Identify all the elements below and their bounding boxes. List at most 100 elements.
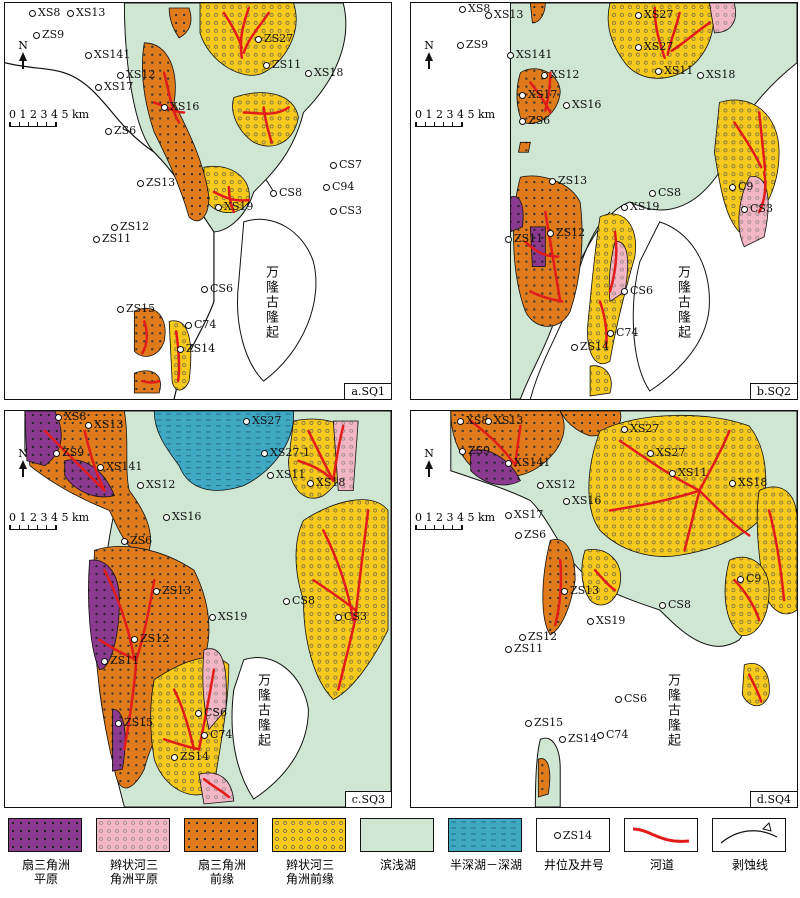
well-label: C9 <box>729 181 753 192</box>
legend: 扇三角洲 平原 辫状河三 角洲平原 扇三角洲 前缘 辫状河三 角洲前缘 滨浅湖 … <box>4 818 796 898</box>
north-label: N <box>424 447 434 460</box>
well-label: C74 <box>185 319 216 330</box>
well-label: CS7 <box>330 159 362 170</box>
well-label: XS141 <box>507 49 552 60</box>
well-label: XS27 <box>243 415 281 426</box>
panel-label: b.SQ2 <box>749 383 797 399</box>
well-label: CS6 <box>201 283 233 294</box>
well-label: CS8 <box>270 187 302 198</box>
well-label: XS18 <box>307 477 345 488</box>
well-label: ZS13 <box>549 175 587 186</box>
legend-channel: 河道 <box>624 818 700 872</box>
scale-label: 0 1 2 3 4 5 km <box>9 108 90 121</box>
well-label: ZS27 <box>255 33 293 44</box>
well-label: XS8 <box>459 3 490 14</box>
well-label: ZS6 <box>105 125 136 136</box>
scale-label: 0 1 2 3 4 5 km <box>9 511 90 524</box>
well-label: ZS11 <box>101 655 139 666</box>
well-label: XS19 <box>587 615 625 626</box>
well-label: XS13 <box>85 419 123 430</box>
well-label: ZS6 <box>519 115 550 126</box>
north-arrow: N <box>419 39 439 69</box>
legend-deep-lake: 半深湖－深湖 <box>448 818 524 872</box>
well-label: CS6 <box>621 285 653 296</box>
map-panel-sq3: N 0 1 2 3 4 5 km 万隆古隆起 XS8 XS13 ZS9 XS14… <box>4 410 392 808</box>
legend-label: 井位及井号 <box>543 858 604 872</box>
north-label: N <box>424 39 434 52</box>
legend-label: 滨浅湖 <box>379 858 416 872</box>
uplift-label: 万隆古隆起 <box>263 265 278 340</box>
panel-label: c.SQ3 <box>344 791 391 807</box>
legend-label: 扇三角洲 平原 <box>21 858 70 886</box>
legend-shallow-lake: 滨浅湖 <box>360 818 436 872</box>
well-label: XS16 <box>161 101 199 112</box>
well-label: ZS13 <box>153 585 191 596</box>
north-arrow: N <box>13 39 33 69</box>
well-sample: ZS14 <box>554 830 592 841</box>
well-label: CS6 <box>195 707 227 718</box>
well-label: XS11 <box>669 467 707 478</box>
north-arrow: N <box>13 447 33 477</box>
well-label: ZS9 <box>33 29 64 40</box>
well-label: ZS9 <box>457 39 488 50</box>
panel-label: d.SQ4 <box>749 791 797 807</box>
well-label: C74 <box>201 729 232 740</box>
well-label: XS27 <box>635 9 673 20</box>
well-label: ZS12 <box>519 631 557 642</box>
well-label: XS12 <box>537 479 575 490</box>
swatch-fan-delta-front <box>184 818 258 852</box>
well-label: XS19 <box>215 201 253 212</box>
swatch-erosion-line <box>712 818 786 852</box>
well-label: ZS11 <box>505 233 543 244</box>
well-label: XS141 <box>85 49 130 60</box>
well-label: CS6 <box>615 693 647 704</box>
swatch-braided-delta-plain <box>96 818 170 852</box>
swatch-fan-delta-plain <box>8 818 82 852</box>
well-label: XS16 <box>163 511 201 522</box>
legend-braided-delta-front: 辫状河三 角洲前缘 <box>272 818 348 886</box>
map-panel-sq1: N 0 1 2 3 4 5 km 万隆古隆起 XS8 XS13 ZS9 XS14… <box>4 2 392 400</box>
well-label: CS3 <box>741 203 773 214</box>
legend-fan-delta-front: 扇三角洲 前缘 <box>184 818 260 886</box>
swatch-channel <box>624 818 698 852</box>
well-label: CS8 <box>283 595 315 606</box>
legend-well: ZS14 井位及井号 <box>536 818 612 872</box>
north-label: N <box>18 447 28 460</box>
well-label: C9 <box>737 573 761 584</box>
well-label: XS141 <box>97 461 142 472</box>
legend-label: 半深湖－深湖 <box>449 858 522 872</box>
scale-label: 0 1 2 3 4 5 km <box>415 108 496 121</box>
swatch-braided-delta-front <box>272 818 346 852</box>
well-label: XS8 <box>457 415 488 426</box>
well-label: ZS12 <box>131 633 169 644</box>
well-label: ZS11 <box>505 643 543 654</box>
scale-bar: 0 1 2 3 4 5 km <box>9 108 89 127</box>
north-label: N <box>18 39 28 52</box>
well-label: XS16 <box>563 99 601 110</box>
swatch-well: ZS14 <box>536 818 610 852</box>
uplift-label: 万隆古隆起 <box>665 673 680 748</box>
well-label: XS18 <box>305 67 343 78</box>
well-label: XS17 <box>505 509 543 520</box>
map-panel-sq4: N 0 1 2 3 4 5 km 万隆古隆起 XS8 XS13 ZS9 XS14… <box>410 410 798 808</box>
well-label: XS17 <box>95 81 133 92</box>
well-label: ZS9 <box>459 445 490 456</box>
well-label: XS18 <box>697 69 735 80</box>
well-label: XS13 <box>485 9 523 20</box>
well-label: XS12 <box>541 69 579 80</box>
legend-label: 辫状河三 角洲前缘 <box>285 858 334 886</box>
well-label: CS3 <box>335 611 367 622</box>
well-label: ZS14 <box>171 751 209 762</box>
well-label: XS8 <box>55 411 86 422</box>
uplift-label: 万隆古隆起 <box>255 673 270 748</box>
well-label: XS13 <box>67 7 105 18</box>
well-label: ZS6 <box>121 535 152 546</box>
map-panel-sq2: N 0 1 2 3 4 5 km 万隆古隆起 XS8 XS13 ZS9 XS14… <box>410 2 798 400</box>
scale-bar: 0 1 2 3 4 5 km <box>415 511 495 530</box>
well-label: C74 <box>607 327 638 338</box>
well-label: ZS11 <box>263 59 301 70</box>
well-label: XS27-1 <box>261 447 310 458</box>
well-label: XS27 <box>635 41 673 52</box>
well-label: XS18 <box>729 477 767 488</box>
well-label: XS13 <box>485 415 523 426</box>
